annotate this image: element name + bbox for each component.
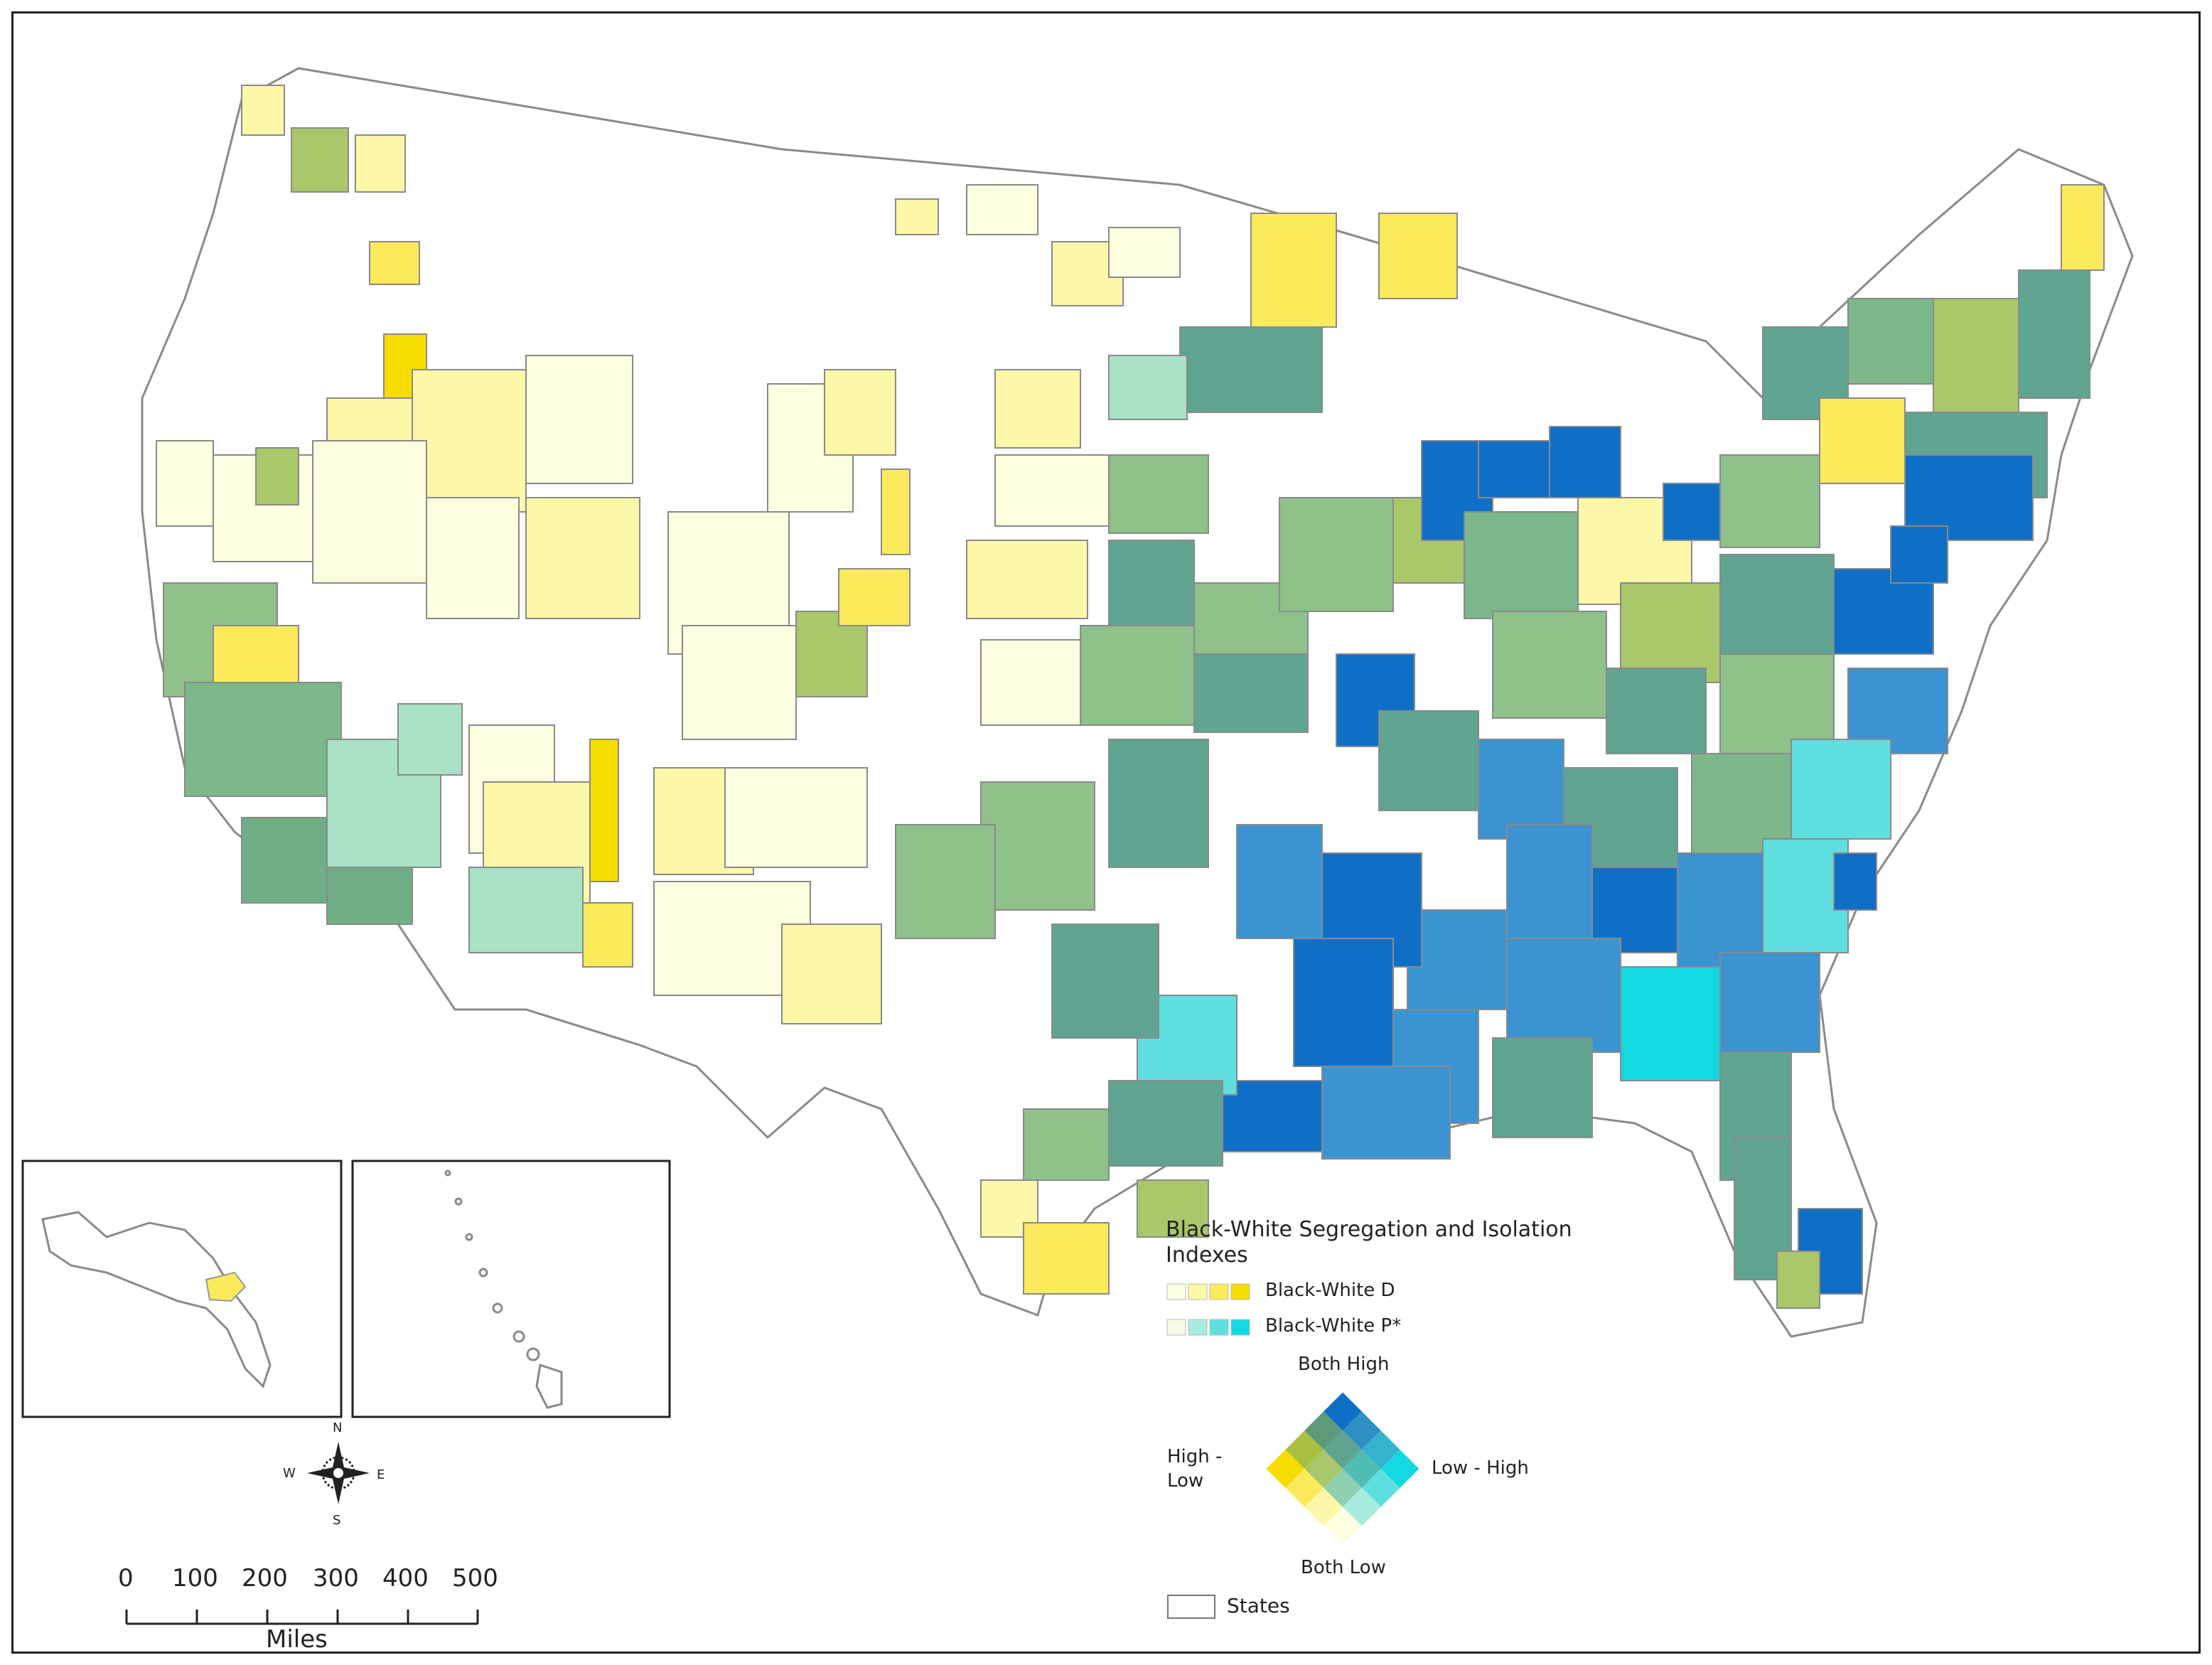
diamond-left-label: High - Low (1167, 1446, 1223, 1492)
scale-tick-100: 100 (172, 1564, 218, 1592)
hawaii-islands (444, 1169, 563, 1409)
scale-unit: Miles (266, 1625, 328, 1654)
legend-bivariate-diamond (1266, 1392, 1419, 1546)
diamond-right-label: Low - High (1432, 1457, 1529, 1479)
scale-tick-500: 500 (452, 1564, 498, 1592)
states-label: States (1227, 1594, 1290, 1617)
diamond-top-label: Both High (1298, 1354, 1390, 1375)
scale-tick-200: 200 (242, 1564, 288, 1592)
scale-tick-0: 0 (118, 1564, 134, 1592)
compass-w: W (283, 1466, 296, 1481)
scale-bar (125, 1610, 479, 1625)
compass-e: E (377, 1467, 385, 1482)
compass-n: N (333, 1420, 343, 1435)
legend-title: Black-White Segregation and Isolation In… (1166, 1217, 1572, 1268)
alaska-outline (41, 1211, 272, 1388)
hawaii-inset (351, 1160, 671, 1418)
legend-p-label: Black-White P* (1265, 1315, 1402, 1337)
scale-tick-400: 400 (382, 1564, 429, 1592)
compass-s: S (333, 1513, 341, 1528)
legend-d-label: Black-White D (1265, 1280, 1395, 1301)
compass-icon (307, 1442, 370, 1504)
diamond-bottom-label: Both Low (1301, 1557, 1386, 1578)
legend-d-ramp (1166, 1283, 1250, 1300)
county-fills (156, 85, 2105, 1309)
scale-tick-300: 300 (313, 1564, 359, 1592)
alaska-county (205, 1271, 247, 1302)
states-swatch (1167, 1595, 1215, 1619)
legend-p-ramp (1166, 1319, 1250, 1336)
